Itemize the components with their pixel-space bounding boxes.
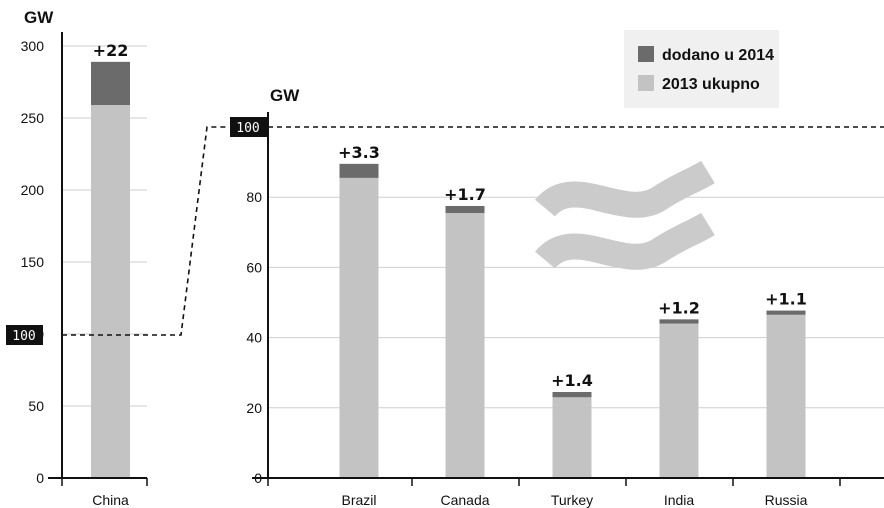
y-tick-label: 300 (21, 38, 45, 54)
countries-y-tick-labels: 0 20 40 60 80 (246, 189, 262, 486)
legend-swatch-added-2014 (638, 46, 654, 62)
china-y-tick-labels: 050100150200250300 (21, 38, 45, 486)
bar-segment (659, 323, 699, 478)
legend-label-added-2014: dodano u 2014 (662, 47, 774, 64)
increase-label: +1.2 (658, 298, 700, 317)
category-label: China (92, 492, 129, 508)
reference-value-right: 100 (236, 121, 259, 136)
y-tick-label: 60 (246, 259, 262, 275)
countries-x-ticks (267, 478, 841, 486)
legend-background (624, 30, 779, 108)
y-tick-label: 40 (246, 330, 262, 346)
countries-y-unit-label: GW (270, 86, 300, 105)
axis-break-icon (535, 160, 715, 270)
legend-label-total-2013: 2013 ukupno (662, 76, 760, 93)
bar-segment (766, 314, 806, 478)
y-tick-label: 200 (21, 182, 45, 198)
bar-segment (766, 310, 806, 315)
china-increase-labels: +22 (93, 41, 129, 60)
y-tick-label: 150 (21, 254, 45, 270)
y-tick-label: 80 (246, 189, 262, 205)
countries-bars (339, 163, 806, 478)
china-y-unit-label: GW (24, 8, 54, 27)
bar-segment (91, 105, 130, 478)
increase-label: +1.4 (551, 371, 593, 390)
bar-segment (445, 205, 485, 213)
increase-label: +3.3 (338, 143, 380, 162)
bar-segment (552, 397, 592, 478)
bar-segment (91, 61, 130, 106)
y-tick-label: 0 (36, 470, 44, 486)
legend-swatch-total-2013 (638, 75, 654, 91)
increase-label: +1.7 (444, 185, 486, 204)
category-label: Turkey (551, 492, 593, 508)
china-panel: GW 050100150200250300 China +22 (21, 8, 148, 508)
bar-segment (552, 392, 592, 398)
china-category-labels: China (92, 492, 129, 508)
increase-label: +22 (93, 41, 129, 60)
reference-badge-left: 100 (6, 325, 43, 345)
y-tick-label: 50 (28, 398, 44, 414)
category-label: India (664, 492, 695, 508)
reference-value-left: 100 (12, 329, 35, 344)
bar-segment (339, 177, 379, 478)
countries-increase-labels: +3.3 +1.7 +1.4 +1.2 +1.1 (338, 143, 807, 390)
reference-connector-line (62, 126, 884, 336)
increase-label: +1.1 (765, 290, 807, 309)
y-tick-label: 250 (21, 110, 45, 126)
category-label: Brazil (341, 492, 376, 508)
bar-segment (659, 319, 699, 324)
other-countries-panel: GW 0 20 40 60 80 Brazil Canada Turkey India Russ… (246, 86, 884, 508)
bar-segment (339, 163, 379, 178)
legend: dodano u 2014 2013 ukupno (624, 30, 779, 108)
y-tick-label: 0 (254, 470, 262, 486)
bar-segment (445, 212, 485, 478)
category-label: Canada (440, 492, 489, 508)
countries-category-labels: Brazil Canada Turkey India Russia (341, 492, 807, 508)
category-label: Russia (765, 492, 808, 508)
y-tick-label: 20 (246, 400, 262, 416)
china-bars (91, 61, 130, 478)
reference-badge-right: 100 (230, 117, 267, 137)
